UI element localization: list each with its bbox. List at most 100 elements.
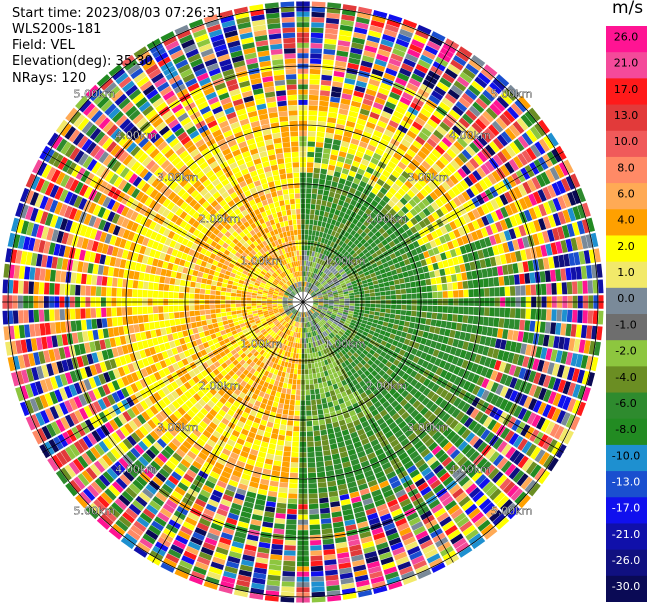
velocity-gate xyxy=(353,326,359,332)
velocity-gate xyxy=(314,214,319,221)
velocity-gate xyxy=(279,424,287,431)
velocity-gate xyxy=(165,327,172,335)
velocity-gate xyxy=(327,319,333,324)
velocity-gate xyxy=(359,180,367,188)
velocity-gate xyxy=(476,426,487,437)
velocity-gate xyxy=(500,460,513,473)
velocity-gate xyxy=(322,306,328,310)
velocity-gate xyxy=(451,356,459,365)
velocity-gate xyxy=(424,354,432,362)
velocity-gate xyxy=(427,118,438,129)
velocity-gate xyxy=(346,345,352,351)
velocity-gate xyxy=(542,334,550,347)
velocity-gate xyxy=(267,383,274,390)
velocity-gate xyxy=(449,248,457,258)
velocity-gate xyxy=(324,323,329,328)
velocity-gate xyxy=(398,278,405,284)
velocity-gate xyxy=(305,281,307,287)
velocity-gate xyxy=(525,248,533,260)
velocity-gate xyxy=(337,183,345,190)
velocity-gate xyxy=(421,174,431,184)
velocity-gate xyxy=(476,217,485,228)
velocity-gate xyxy=(292,441,299,447)
velocity-gate xyxy=(552,363,560,377)
velocity-gate xyxy=(504,217,513,229)
velocity-gate xyxy=(316,282,321,287)
velocity-gate xyxy=(321,74,332,81)
velocity-gate xyxy=(388,318,395,324)
velocity-gate xyxy=(345,208,352,216)
velocity-gate xyxy=(484,257,492,268)
velocity-gate xyxy=(417,330,424,337)
velocity-gate xyxy=(448,129,460,140)
velocity-gate xyxy=(378,87,390,96)
velocity-gate xyxy=(210,309,216,314)
velocity-gate xyxy=(344,277,350,282)
velocity-gate xyxy=(414,154,424,164)
velocity-gate xyxy=(537,189,547,202)
velocity-gate xyxy=(546,184,557,198)
velocity-gate xyxy=(315,289,320,294)
velocity-gate xyxy=(339,303,345,306)
velocity-gate xyxy=(318,284,323,289)
velocity-gate xyxy=(416,191,425,201)
velocity-gate xyxy=(326,217,333,224)
velocity-gate xyxy=(324,564,338,571)
velocity-gate xyxy=(333,278,339,283)
velocity-gate xyxy=(202,325,209,331)
velocity-gate xyxy=(332,139,342,146)
velocity-gate xyxy=(140,331,147,341)
velocity-gate xyxy=(321,310,327,313)
velocity-gate xyxy=(376,324,383,330)
velocity-gate xyxy=(508,124,521,137)
velocity-gate xyxy=(308,110,318,116)
velocity-gate xyxy=(332,458,342,465)
velocity-gate xyxy=(369,311,375,315)
velocity-gate xyxy=(284,540,296,546)
velocity-gate xyxy=(392,324,399,330)
velocity-gate xyxy=(468,105,481,117)
velocity-gate xyxy=(577,310,583,323)
velocity-gate xyxy=(530,446,542,460)
velocity-gate xyxy=(469,352,477,362)
velocity-gate xyxy=(309,79,320,85)
velocity-gate xyxy=(586,217,595,232)
velocity-gate xyxy=(364,328,370,333)
velocity-gate xyxy=(327,246,333,252)
velocity-gate xyxy=(423,345,430,354)
velocity-gate xyxy=(340,98,351,106)
velocity-gate xyxy=(438,170,449,181)
velocity-gate xyxy=(506,106,520,120)
velocity-gate xyxy=(332,214,339,221)
velocity-gate xyxy=(298,358,302,364)
velocity-gate xyxy=(236,307,242,311)
velocity-gate xyxy=(385,361,393,368)
velocity-gate xyxy=(485,201,495,212)
velocity-gate xyxy=(418,384,427,393)
velocity-gate xyxy=(411,73,424,83)
velocity-gate xyxy=(360,60,373,68)
velocity-gate xyxy=(391,86,403,96)
velocity-gate xyxy=(427,181,437,191)
velocity-gate xyxy=(311,6,326,13)
velocity-gate xyxy=(363,241,370,248)
velocity-gate xyxy=(281,387,287,394)
velocity-gate xyxy=(335,251,341,257)
velocity-gate xyxy=(438,141,449,151)
velocity-gate xyxy=(319,178,326,185)
velocity-gate xyxy=(478,413,489,425)
velocity-gate xyxy=(338,330,344,336)
velocity-gate xyxy=(394,347,401,354)
velocity-gate xyxy=(304,245,308,251)
velocity-gate xyxy=(304,358,308,364)
velocity-gate xyxy=(273,528,285,535)
velocity-gate xyxy=(374,238,381,245)
velocity-gate xyxy=(470,185,480,196)
velocity-gate xyxy=(542,375,552,388)
velocity-gate xyxy=(525,129,538,143)
velocity-gate xyxy=(311,586,325,593)
velocity-gate xyxy=(485,107,498,120)
velocity-gate xyxy=(568,252,576,266)
velocity-gate xyxy=(303,281,305,287)
velocity-gate xyxy=(384,286,391,291)
